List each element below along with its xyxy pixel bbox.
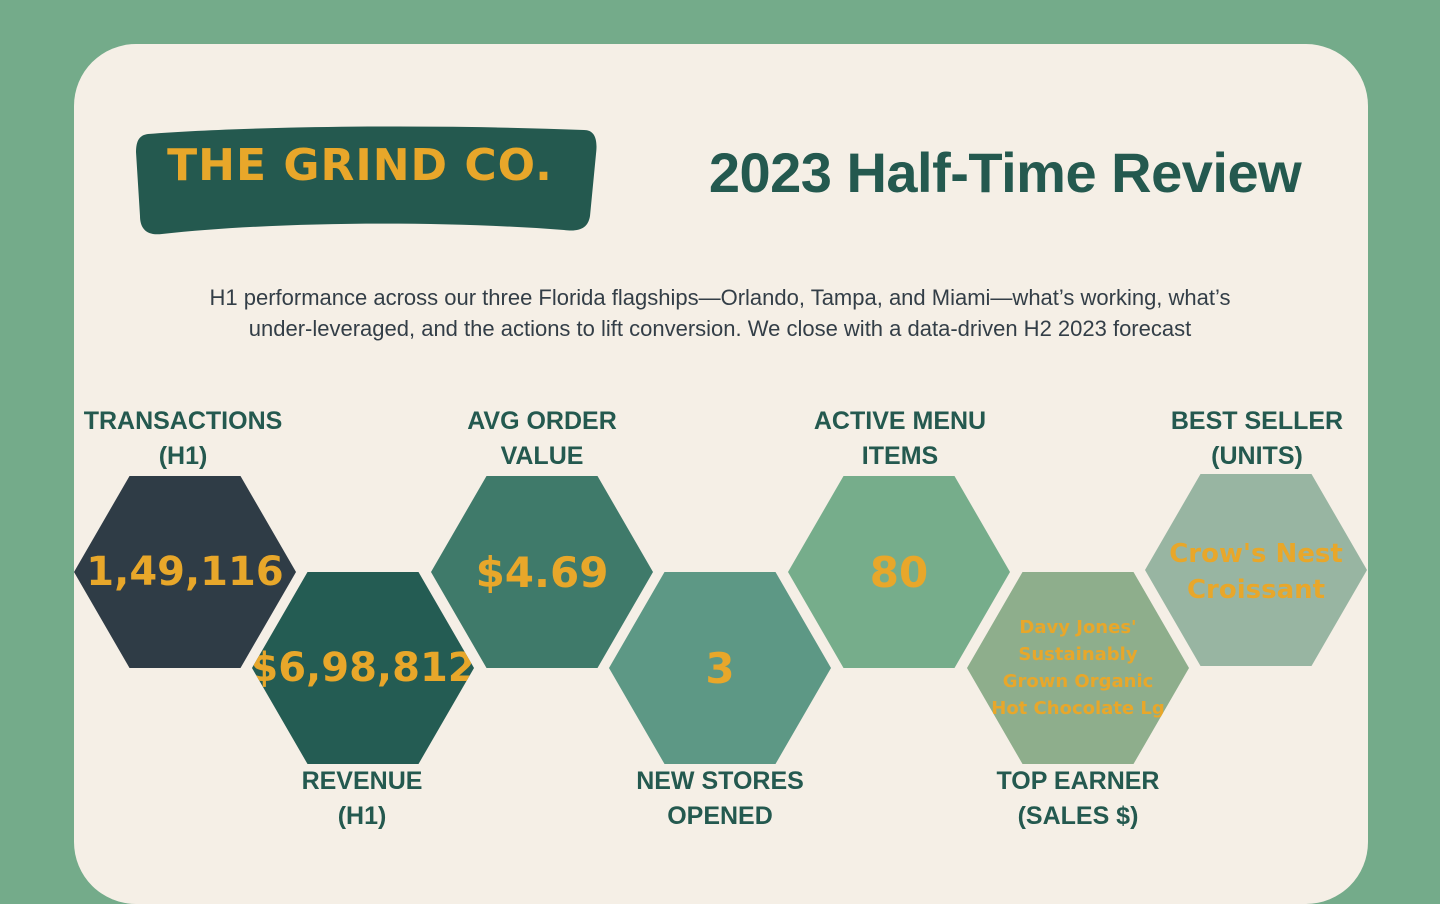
kpi-value-top-earner: Davy Jones' Sustainably Grown Organic Ho… [991, 617, 1165, 719]
kpi-hex-transactions: 1,49,116 [74, 476, 296, 668]
kpi-hex-revenue: $6,98,812 [252, 572, 474, 764]
kpi-value-best-seller: Crow's Nest Croissant [1169, 539, 1343, 605]
kpi-label-best-seller: BEST SELLER (UNITS) [1170, 407, 1344, 470]
kpi-hex-menu-items: 80 [788, 476, 1010, 668]
kpi-label-transactions: TRANSACTIONS (H1) [83, 407, 283, 470]
kpi-value-new-stores: 3 [705, 643, 735, 693]
logo-text: THE GRIND CO. [167, 140, 553, 191]
kpi-hex-avg-order: $4.69 [431, 476, 653, 668]
page-title: 2023 Half-Time Review [708, 141, 1302, 204]
intro-text: H1 performance across our three Florida … [150, 282, 1290, 344]
kpi-label-new-stores: NEW STORES OPENED [636, 767, 804, 830]
kpi-label-revenue: REVENUE (H1) [301, 767, 423, 830]
kpi-value-avg-order: $4.69 [475, 547, 609, 597]
kpi-hex-top-earner: Davy Jones' Sustainably Grown Organic Ho… [967, 572, 1189, 764]
kpi-value-menu-items: 80 [869, 547, 929, 597]
kpi-hex-new-stores: 3 [609, 572, 831, 764]
kpi-value-revenue: $6,98,812 [250, 645, 476, 691]
logo-badge [136, 126, 597, 235]
kpi-value-transactions: 1,49,116 [86, 549, 284, 595]
intro-line-1: H1 performance across our three Florida … [209, 285, 1231, 310]
kpi-label-menu-items: ACTIVE MENU ITEMS [813, 407, 987, 470]
kpi-hex-best-seller: Crow's Nest Croissant [1145, 474, 1367, 666]
kpi-label-avg-order: AVG ORDER VALUE [467, 407, 617, 470]
intro-line-2: under-leveraged, and the actions to lift… [248, 316, 1192, 341]
kpi-label-top-earner: TOP EARNER (SALES $) [996, 767, 1160, 830]
